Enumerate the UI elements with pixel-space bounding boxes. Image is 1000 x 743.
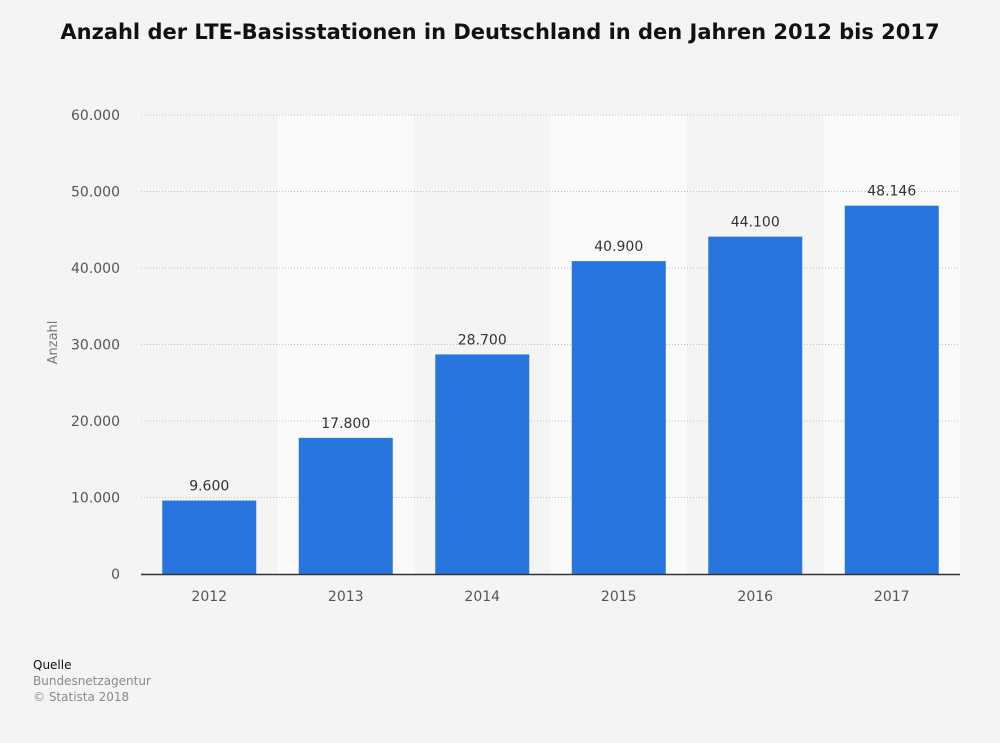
- chart-title: Anzahl der LTE-Basisstationen in Deutsch…: [60, 20, 940, 44]
- y-tick-label: 30.000: [71, 338, 120, 354]
- x-tick-label: 2016: [737, 589, 773, 605]
- y-tick-label: 10.000: [71, 491, 120, 507]
- value-label: 17.800: [321, 416, 370, 432]
- y-tick-label: 40.000: [71, 261, 120, 277]
- y-tick-label: 50.000: [71, 185, 120, 201]
- source-block: Quelle Bundesnetzagentur © Statista 2018: [33, 657, 151, 705]
- bar-2014: [435, 354, 530, 574]
- bar-2015: [571, 261, 666, 574]
- value-label: 48.146: [867, 184, 916, 200]
- x-tick-label: 2017: [874, 589, 910, 605]
- value-label: 9.600: [189, 479, 229, 495]
- bar-2017: [844, 205, 939, 574]
- source-name: Bundesnetzagentur: [33, 674, 151, 688]
- source-heading: Quelle: [33, 658, 72, 672]
- value-label: 28.700: [458, 332, 507, 348]
- bar-2016: [708, 236, 803, 574]
- bar-2013: [298, 437, 393, 574]
- value-label: 44.100: [731, 215, 780, 231]
- bar-2012: [162, 500, 257, 574]
- x-tick-label: 2012: [191, 589, 227, 605]
- y-axis-label: Anzahl: [46, 321, 61, 365]
- y-tick-label: 20.000: [71, 414, 120, 430]
- x-tick-label: 2015: [601, 589, 637, 605]
- y-tick-label: 0: [111, 567, 120, 583]
- value-label: 40.900: [594, 239, 643, 255]
- y-tick-label: 60.000: [71, 108, 120, 124]
- x-tick-label: 2013: [328, 589, 364, 605]
- copyright: © Statista 2018: [33, 690, 130, 704]
- x-tick-label: 2014: [464, 589, 500, 605]
